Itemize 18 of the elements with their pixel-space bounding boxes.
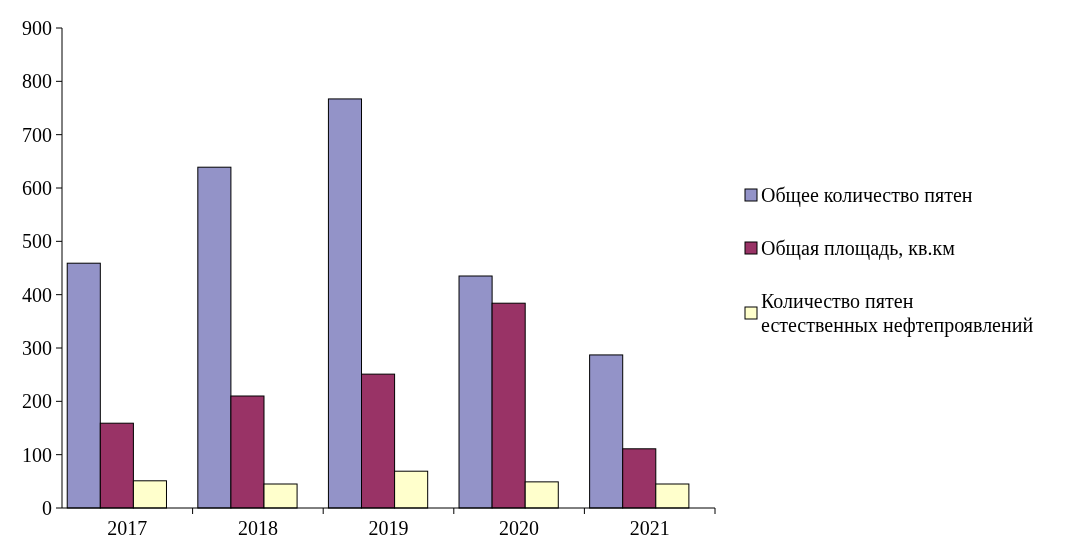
- y-tick-label: 300: [22, 337, 52, 359]
- legend-label: Количество пятен естественных нефтепроявлений: [761, 290, 1034, 337]
- x-tick-label: 2020: [499, 517, 540, 539]
- legend-label: Общее количество пятен: [761, 184, 973, 207]
- y-tick-label: 500: [22, 230, 52, 253]
- x-tick-label: 2021: [629, 517, 670, 539]
- x-tick-label: 2019: [368, 517, 409, 539]
- y-tick-label: 100: [22, 443, 52, 466]
- y-tick-label: 400: [22, 283, 52, 306]
- y-tick-label: 900: [22, 17, 52, 39]
- legend-label: Общая площадь, кв.км: [761, 237, 956, 260]
- x-tick-label: 2018: [237, 517, 278, 539]
- y-tick-label: 700: [22, 123, 52, 146]
- y-tick-label: 0: [42, 497, 52, 519]
- y-tick-label: 800: [22, 70, 52, 93]
- x-tick-label: 2017: [107, 517, 148, 539]
- y-tick-label: 600: [22, 177, 52, 199]
- y-tick-label: 200: [22, 390, 52, 413]
